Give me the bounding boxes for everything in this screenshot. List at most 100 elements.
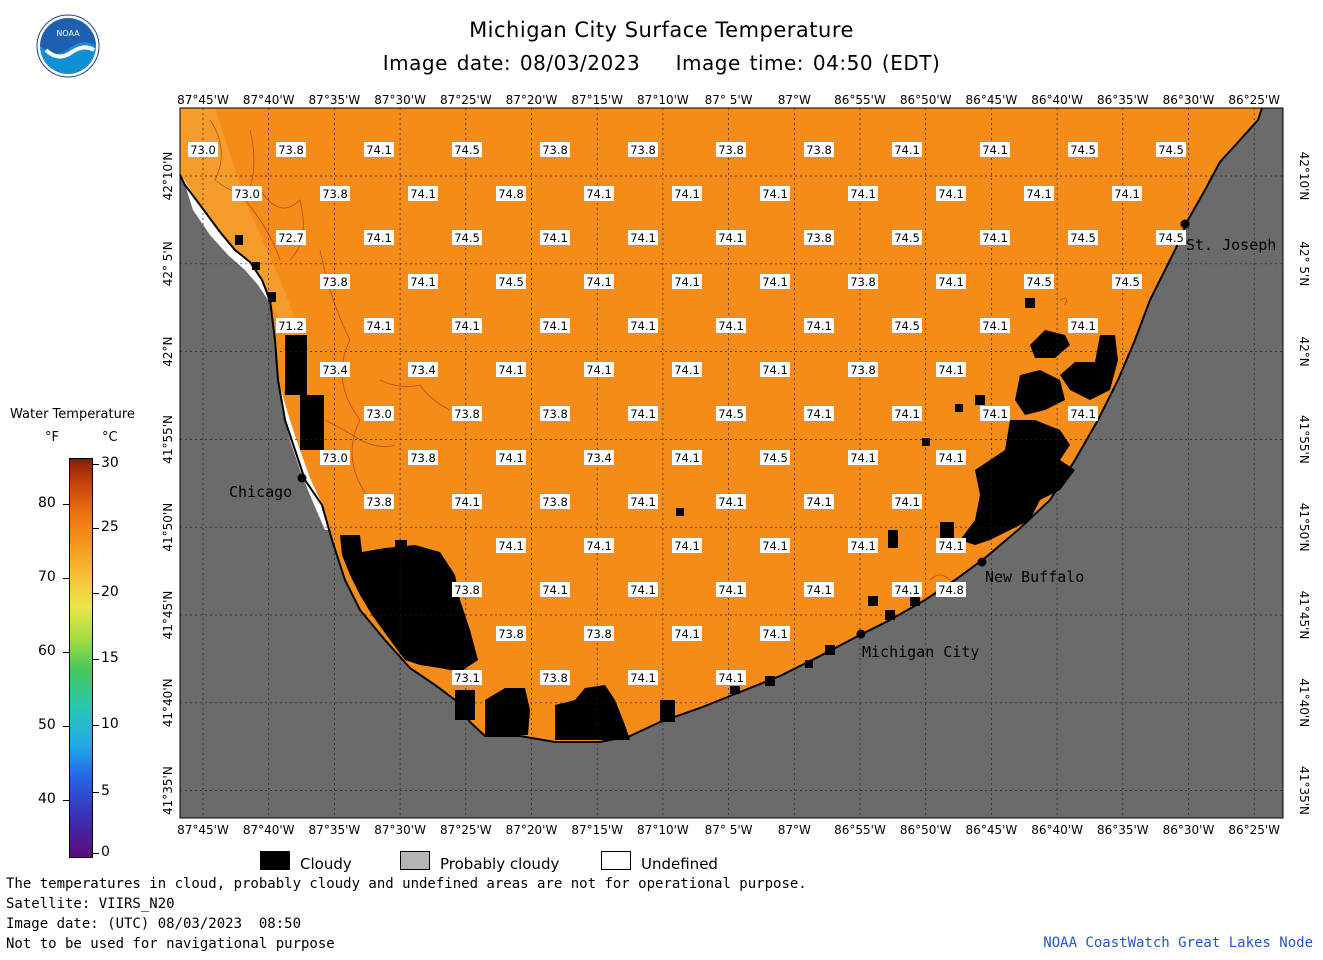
longitude-label: 86°50'W bbox=[900, 93, 952, 107]
svg-text:74.1: 74.1 bbox=[1026, 187, 1052, 201]
coastline bbox=[179, 107, 1263, 743]
longitude-label: 87°20'W bbox=[506, 93, 558, 107]
temperature-label: 74.1 bbox=[716, 494, 746, 509]
temperature-label: 73.8 bbox=[804, 230, 834, 245]
temperature-label: 73.8 bbox=[848, 274, 878, 289]
temperature-label: 74.1 bbox=[408, 274, 438, 289]
temperature-label: 73.8 bbox=[320, 186, 350, 201]
temperature-colorbar bbox=[69, 458, 93, 858]
svg-text:73.8: 73.8 bbox=[542, 495, 568, 509]
svg-text:74.1: 74.1 bbox=[674, 627, 700, 641]
svg-text:74.1: 74.1 bbox=[850, 187, 876, 201]
temperature-label: 74.8 bbox=[936, 582, 966, 597]
temperature-label: 74.1 bbox=[408, 186, 438, 201]
michigan-city-marker bbox=[856, 629, 866, 639]
undefined-label: Undefined bbox=[641, 855, 718, 873]
temperature-label: 74.5 bbox=[892, 318, 922, 333]
celsius-tick: 0 bbox=[101, 844, 110, 860]
latitude-label: 41°55'N bbox=[1297, 415, 1311, 464]
svg-text:74.5: 74.5 bbox=[1114, 275, 1140, 289]
temperature-label: 74.1 bbox=[496, 538, 526, 553]
temperature-label: 74.1 bbox=[936, 274, 966, 289]
celsius-tick-mark bbox=[93, 725, 99, 726]
svg-text:73.8: 73.8 bbox=[806, 143, 832, 157]
latitude-label: 41°50'N bbox=[161, 503, 175, 552]
svg-text:73.8: 73.8 bbox=[410, 451, 436, 465]
latitude-label: 41°45'N bbox=[161, 591, 175, 640]
longitude-label: 87°45'W bbox=[177, 93, 229, 107]
temperature-label: 72.7 bbox=[276, 230, 306, 245]
svg-text:74.1: 74.1 bbox=[762, 275, 788, 289]
credit-text: NOAA CoastWatch Great Lakes Node bbox=[1043, 935, 1313, 951]
longitude-label: 87°10'W bbox=[637, 93, 689, 107]
longitude-label: 87°25'W bbox=[440, 93, 492, 107]
temperature-label: 74.1 bbox=[716, 318, 746, 333]
svg-text:74.1: 74.1 bbox=[718, 583, 744, 597]
temperature-label: 74.1 bbox=[496, 362, 526, 377]
svg-text:74.1: 74.1 bbox=[982, 143, 1008, 157]
svg-text:73.4: 73.4 bbox=[410, 363, 436, 377]
temperature-label: 74.5 bbox=[452, 230, 482, 245]
svg-text:73.8: 73.8 bbox=[454, 583, 480, 597]
longitude-label: 87°10'W bbox=[637, 823, 689, 837]
temperature-label: 74.1 bbox=[672, 362, 702, 377]
svg-text:74.8: 74.8 bbox=[938, 583, 964, 597]
svg-text:73.8: 73.8 bbox=[322, 275, 348, 289]
temperature-label: 74.1 bbox=[584, 538, 614, 553]
temperature-label: 73.8 bbox=[584, 626, 614, 641]
svg-text:74.1: 74.1 bbox=[762, 187, 788, 201]
temperature-label: 74.1 bbox=[1068, 406, 1098, 421]
cloudy-label: Cloudy bbox=[300, 855, 352, 873]
temperature-label: 74.1 bbox=[672, 274, 702, 289]
temperature-label: 74.1 bbox=[452, 494, 482, 509]
svg-text:73.8: 73.8 bbox=[806, 231, 832, 245]
fahrenheit-tick: 40 bbox=[38, 791, 56, 807]
svg-text:74.1: 74.1 bbox=[718, 671, 744, 685]
temperature-label: 74.5 bbox=[1024, 274, 1054, 289]
svg-text:74.1: 74.1 bbox=[410, 275, 436, 289]
celsius-tick: 10 bbox=[101, 716, 119, 732]
longitude-label: 86°25'W bbox=[1228, 93, 1280, 107]
temperature-label: 73.1 bbox=[452, 670, 482, 685]
temperature-label: 74.1 bbox=[584, 186, 614, 201]
temperature-label: 73.8 bbox=[276, 142, 306, 157]
latitude-label: 42° 5'N bbox=[1297, 241, 1311, 286]
temperature-label: 74.1 bbox=[804, 406, 834, 421]
temperature-label: 73.8 bbox=[320, 274, 350, 289]
temperature-label: 74.5 bbox=[892, 230, 922, 245]
svg-text:74.1: 74.1 bbox=[850, 451, 876, 465]
temperature-label: 74.1 bbox=[848, 450, 878, 465]
longitude-label: 86°50'W bbox=[900, 823, 952, 837]
svg-text:74.1: 74.1 bbox=[498, 363, 524, 377]
temperature-label: 74.1 bbox=[672, 626, 702, 641]
svg-text:74.1: 74.1 bbox=[586, 363, 612, 377]
temperature-label: 73.4 bbox=[584, 450, 614, 465]
temperature-label: 74.1 bbox=[496, 450, 526, 465]
svg-text:74.1: 74.1 bbox=[542, 583, 568, 597]
svg-text:73.1: 73.1 bbox=[454, 671, 480, 685]
temperature-label: 74.1 bbox=[936, 450, 966, 465]
probably-cloudy-label: Probably cloudy bbox=[440, 855, 560, 873]
svg-text:74.1: 74.1 bbox=[542, 319, 568, 333]
svg-text:74.5: 74.5 bbox=[1026, 275, 1052, 289]
svg-text:74.1: 74.1 bbox=[366, 231, 392, 245]
temperature-label: 74.1 bbox=[848, 538, 878, 553]
temperature-label: 74.1 bbox=[540, 582, 570, 597]
temperature-label: 73.8 bbox=[452, 406, 482, 421]
longitude-label: 87° 5'W bbox=[705, 823, 753, 837]
map-title: Michigan City Surface Temperature bbox=[469, 18, 854, 42]
latitude-label: 41°40'N bbox=[1297, 678, 1311, 727]
temperature-label: 74.5 bbox=[1156, 142, 1186, 157]
celsius-tick-mark bbox=[93, 792, 99, 793]
svg-text:74.1: 74.1 bbox=[894, 495, 920, 509]
svg-text:73.0: 73.0 bbox=[190, 143, 216, 157]
temperature-label: 74.1 bbox=[980, 406, 1010, 421]
latitude-label: 42°10'N bbox=[161, 152, 175, 201]
map-frame bbox=[179, 107, 1284, 819]
longitude-label: 87°15'W bbox=[571, 823, 623, 837]
svg-text:74.1: 74.1 bbox=[674, 539, 700, 553]
svg-text:74.1: 74.1 bbox=[1114, 187, 1140, 201]
svg-text:73.8: 73.8 bbox=[542, 407, 568, 421]
svg-text:74.1: 74.1 bbox=[806, 583, 832, 597]
temperature-label: 74.1 bbox=[672, 186, 702, 201]
